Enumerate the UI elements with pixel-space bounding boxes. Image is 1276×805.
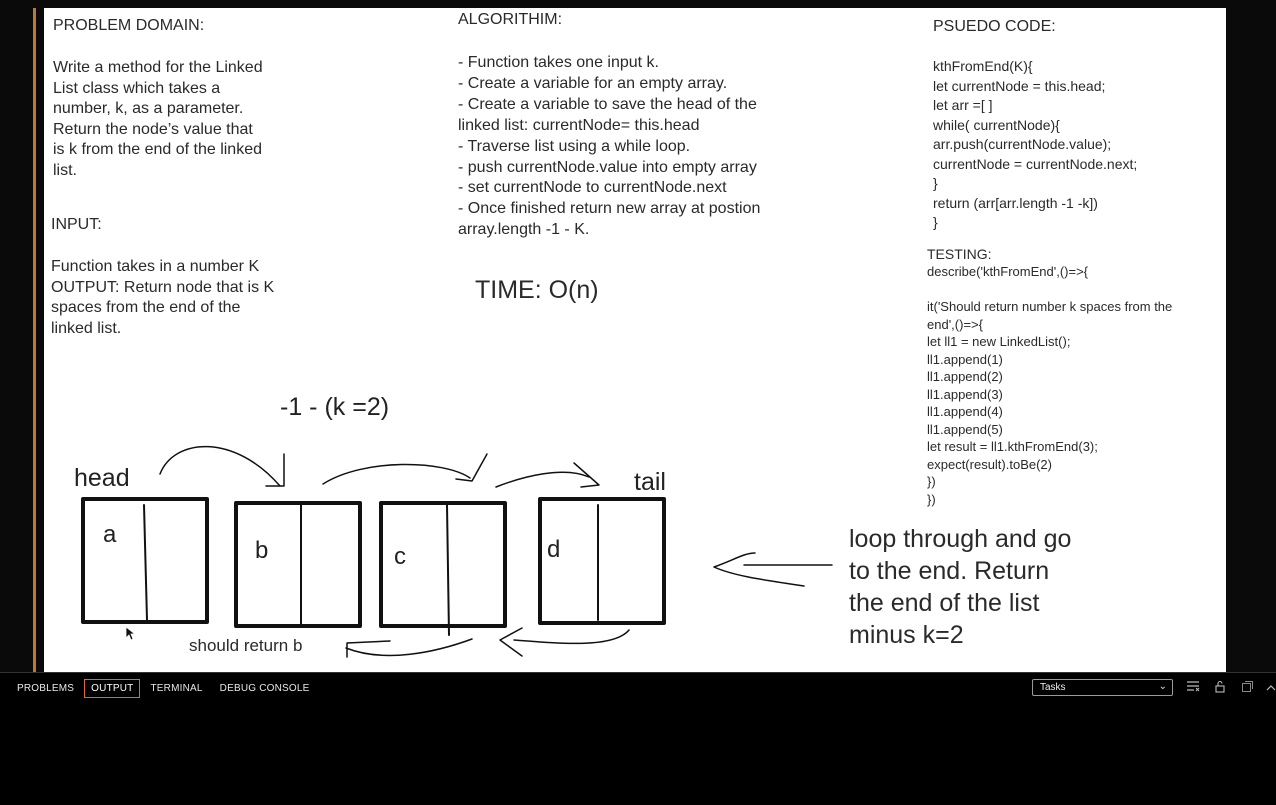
- editor-right-strip: [1226, 8, 1276, 672]
- node-label-d: d: [547, 536, 561, 563]
- tab-problems[interactable]: PROBLEMS: [17, 682, 75, 694]
- output-channel-select[interactable]: Tasks ⌄: [1032, 679, 1173, 696]
- node-label-a: a: [103, 521, 117, 548]
- clear-output-icon[interactable]: [1185, 680, 1201, 696]
- panel-tab-bar: PROBLEMS OUTPUT TERMINAL DEBUG CONSOLE: [0, 673, 317, 703]
- node-box-b: [234, 501, 362, 628]
- editor-area: PROBLEM DOMAIN: Write a method for the L…: [33, 8, 1276, 672]
- linked-list-diagram: [81, 445, 833, 658]
- bottom-panel: PROBLEMS OUTPUT TERMINAL DEBUG CONSOLE T…: [0, 672, 1276, 805]
- tail-label: tail: [634, 468, 666, 496]
- node-box-a: [81, 497, 209, 624]
- node-label-b: b: [255, 537, 269, 564]
- open-in-editor-icon[interactable]: [1239, 680, 1255, 696]
- input-text: Function takes in a number K OUTPUT: Ret…: [51, 258, 275, 337]
- maximize-panel-icon[interactable]: [1266, 680, 1276, 696]
- list-lines-icon: [1187, 681, 1200, 692]
- chevron-up-icon: [1266, 685, 1276, 691]
- arrow-head-to-b: [159, 445, 281, 487]
- arrow-b-to-c: [322, 463, 471, 485]
- testing-code: describe('kthFromEnd',()=>{ it('Should r…: [927, 264, 1173, 507]
- chevron-down-icon: ⌄: [1158, 681, 1167, 692]
- node-box-c: [379, 501, 507, 628]
- pseudo-code-heading: PSUEDO CODE:: [933, 18, 1056, 35]
- node-label-c: c: [394, 543, 406, 570]
- node-box-d: [538, 497, 666, 625]
- testing-heading: TESTING:: [927, 246, 992, 262]
- should-return-note: should return b: [189, 636, 303, 655]
- algorithm-text: - Function takes one input k. - Create a…: [458, 54, 761, 239]
- node-divider-c: [446, 504, 450, 636]
- node-divider-a: [143, 504, 148, 621]
- problem-domain-heading: PROBLEM DOMAIN:: [53, 17, 205, 34]
- tab-terminal[interactable]: TERMINAL: [150, 682, 203, 694]
- arrow-back-d-to-c: [513, 629, 630, 645]
- formula-label: -1 - (k =2): [280, 393, 390, 421]
- image-preview: PROBLEM DOMAIN: Write a method for the L…: [44, 8, 1226, 672]
- mouse-cursor-icon: [125, 626, 137, 641]
- copy-icon: [1241, 681, 1253, 692]
- time-complexity: TIME: O(n): [475, 276, 599, 304]
- input-heading: INPUT:: [51, 216, 102, 233]
- problem-domain-text: Write a method for the Linked List class…: [53, 59, 263, 179]
- modified-gutter-indicator: [33, 8, 36, 672]
- tab-output[interactable]: OUTPUT: [84, 678, 141, 698]
- tab-debug-console[interactable]: DEBUG CONSOLE: [219, 682, 310, 694]
- lock-icon: [1215, 680, 1225, 693]
- lock-scroll-icon[interactable]: [1212, 680, 1228, 696]
- head-label: head: [74, 464, 130, 492]
- algorithm-heading: ALGORITHIM:: [458, 11, 563, 28]
- arrow-back-c-to-b: [345, 638, 473, 657]
- output-channel-value: Tasks: [1040, 682, 1066, 693]
- explanation-text: loop through and go to the end. Return t…: [849, 525, 1072, 649]
- arrow-c-to-d: [495, 471, 590, 488]
- pseudo-code-text: kthFromEnd(K){ let currentNode = this.he…: [933, 58, 1138, 230]
